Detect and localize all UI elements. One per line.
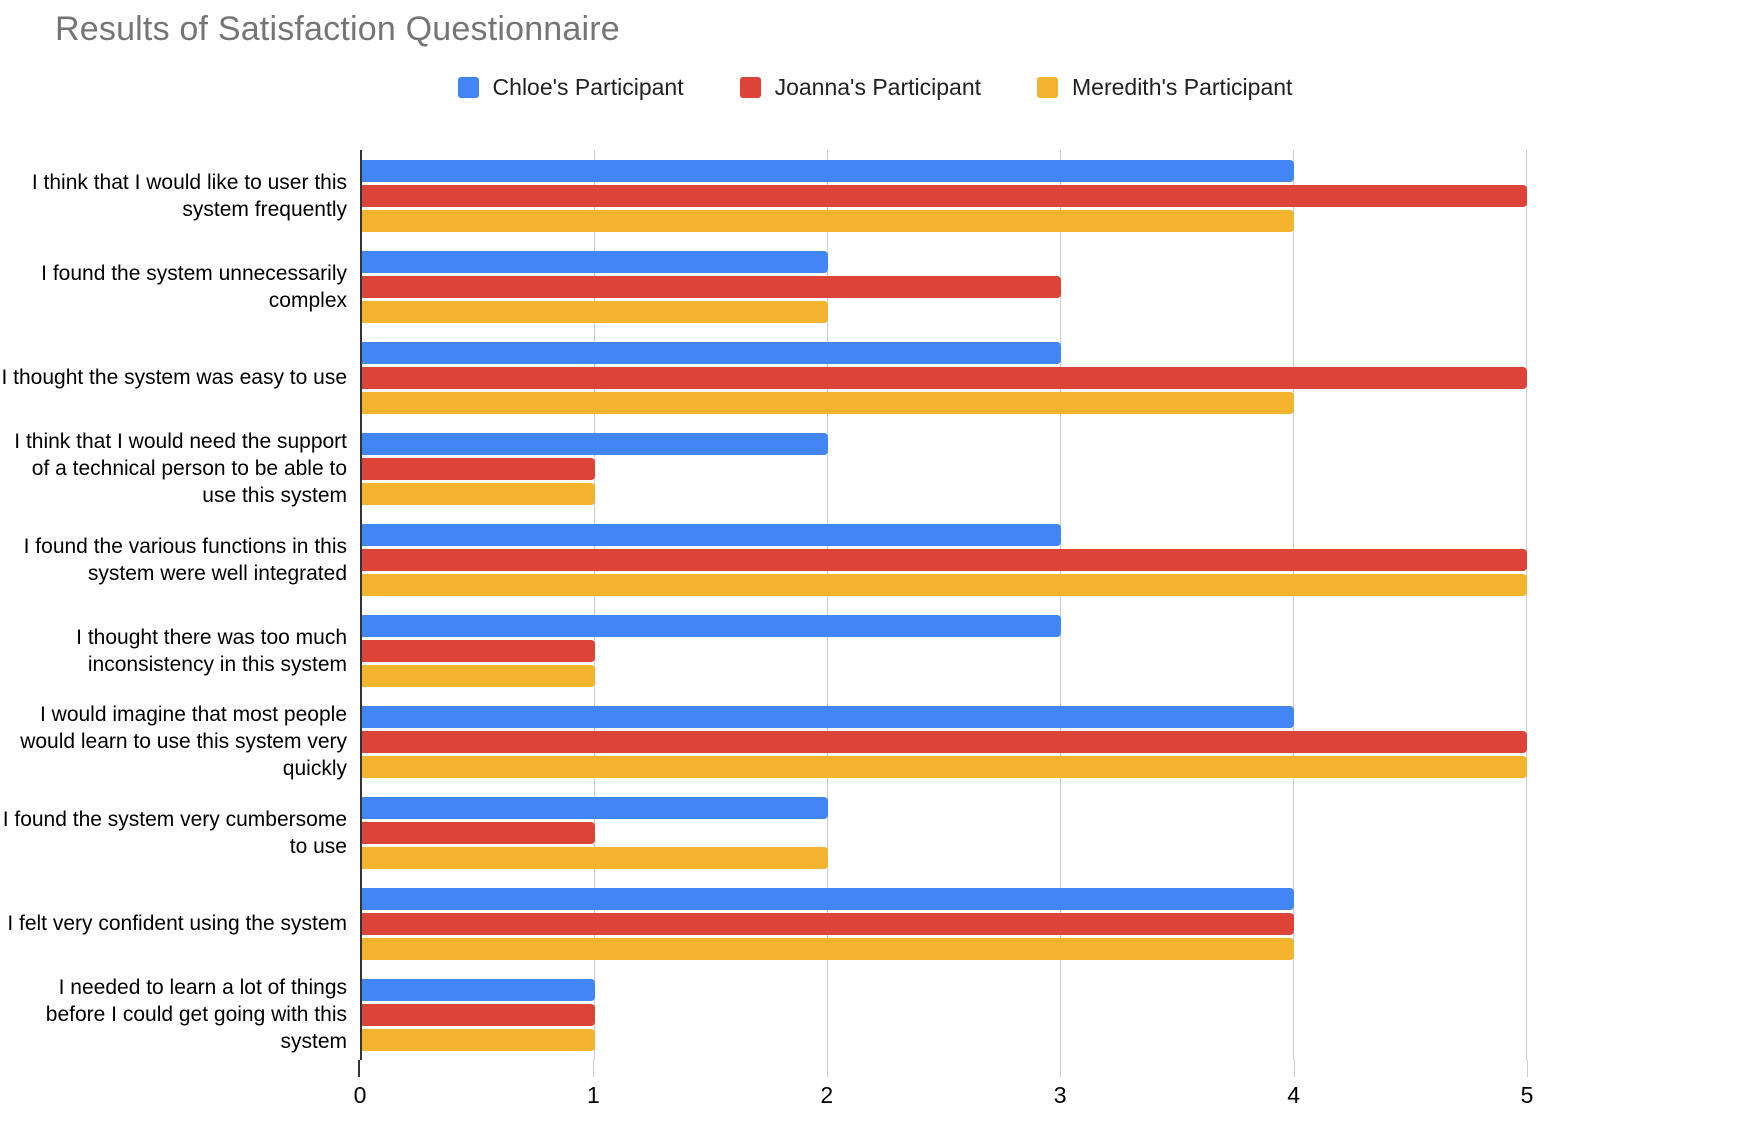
bar-group — [360, 696, 1527, 787]
category-row: I thought the system was easy to use — [0, 332, 1527, 423]
category-row: I found the various functions in this sy… — [0, 514, 1527, 605]
x-tick-mark — [593, 1060, 595, 1077]
category-label: I would imagine that most people would l… — [20, 703, 347, 780]
bar[interactable] — [362, 937, 1294, 960]
category-label: I think that I would need the support of… — [14, 430, 347, 507]
x-tick-label: 2 — [820, 1082, 834, 1108]
gridline-3 — [1060, 150, 1061, 1060]
bar[interactable] — [362, 846, 828, 869]
x-tick-mark — [358, 1060, 360, 1077]
bar[interactable] — [362, 887, 1294, 910]
category-row: I think that I would need the support of… — [0, 423, 1527, 514]
bar[interactable] — [362, 755, 1527, 778]
bar[interactable] — [362, 523, 1061, 546]
x-tick-mark — [1060, 1060, 1062, 1077]
gridline-5 — [1526, 150, 1527, 1060]
x-tick-label: 3 — [1053, 1082, 1067, 1108]
category-row: I found the system very cumbersome to us… — [0, 787, 1527, 878]
bar[interactable] — [362, 821, 595, 844]
bar[interactable] — [362, 796, 828, 819]
category-label: I felt very confident using the system — [7, 912, 347, 935]
bar[interactable] — [362, 250, 828, 273]
bar[interactable] — [362, 664, 595, 687]
x-tick-mark — [1293, 1060, 1295, 1077]
chart-title: Results of Satisfaction Questionnaire — [55, 10, 620, 48]
category-label: I found the system unnecessarily complex — [41, 261, 347, 312]
bar[interactable] — [362, 548, 1527, 571]
bar-group — [360, 605, 1527, 696]
legend-label: Meredith's Participant — [1072, 74, 1293, 100]
bar-group — [360, 332, 1527, 423]
category-label: I needed to learn a lot of things before… — [45, 976, 347, 1053]
legend-swatch-icon — [739, 77, 761, 98]
bar-group — [360, 241, 1527, 332]
bar-chart: I think that I would like to user this s… — [0, 150, 1750, 1108]
bar[interactable] — [362, 978, 595, 1001]
bar[interactable] — [362, 341, 1061, 364]
bar-group — [360, 150, 1527, 241]
legend-label: Joanna's Participant — [774, 74, 981, 100]
category-label: I found the system very cumbersome to us… — [2, 807, 347, 858]
category-row: I felt very confident using the system — [0, 878, 1527, 969]
x-tick-label: 1 — [586, 1082, 600, 1108]
category-label: I thought there was too much inconsisten… — [76, 625, 347, 676]
x-tick-mark — [826, 1060, 828, 1077]
category-row: I think that I would like to user this s… — [0, 150, 1527, 241]
category-label: I think that I would like to user this s… — [31, 170, 347, 221]
x-tick-mark — [1527, 1060, 1528, 1077]
bar[interactable] — [362, 300, 828, 323]
x-axis: 0 1 2 3 4 5 — [354, 1060, 1533, 1112]
legend-item-series-0[interactable]: Chloe's Participant — [457, 74, 684, 101]
bar[interactable] — [362, 573, 1527, 596]
bar-group — [360, 514, 1527, 605]
bar[interactable] — [362, 391, 1294, 414]
plot-area — [360, 150, 1527, 1060]
category-row: I needed to learn a lot of things before… — [0, 969, 1527, 1060]
x-tick-label: 0 — [353, 1082, 367, 1108]
bar[interactable] — [362, 366, 1527, 389]
bar[interactable] — [362, 432, 828, 455]
bar[interactable] — [362, 482, 595, 505]
bar[interactable] — [362, 730, 1527, 753]
bar[interactable] — [362, 457, 595, 480]
category-rows: I think that I would like to user this s… — [0, 150, 1527, 1060]
x-tick-label: 5 — [1520, 1082, 1534, 1108]
bar[interactable] — [362, 184, 1527, 207]
category-row: I found the system unnecessarily complex — [0, 241, 1527, 332]
gridline-4 — [1293, 150, 1294, 1060]
legend-swatch-icon — [457, 77, 479, 98]
legend: Chloe's Participant Joanna's Participant M… — [0, 74, 1750, 101]
bar[interactable] — [362, 614, 1061, 637]
bar[interactable] — [362, 705, 1294, 728]
legend-item-series-1[interactable]: Joanna's Participant — [739, 74, 981, 101]
bar[interactable] — [362, 912, 1294, 935]
category-label: I found the various functions in this sy… — [23, 534, 347, 585]
legend-item-series-2[interactable]: Meredith's Participant — [1037, 74, 1292, 101]
bar[interactable] — [362, 1028, 595, 1051]
x-tick-label: 4 — [1287, 1082, 1300, 1108]
legend-swatch-icon — [1037, 77, 1058, 98]
category-label: I thought the system was easy to use — [1, 366, 347, 389]
bar-group — [360, 423, 1527, 514]
category-row: I would imagine that most people would l… — [0, 696, 1527, 787]
gridline-2 — [827, 150, 828, 1060]
bar[interactable] — [362, 639, 595, 662]
bar[interactable] — [362, 209, 1294, 232]
gridline-1 — [594, 150, 595, 1060]
bar[interactable] — [362, 159, 1294, 182]
category-row: I thought there was too much inconsisten… — [0, 605, 1527, 696]
bar-group — [360, 878, 1527, 969]
bar[interactable] — [362, 275, 1061, 298]
bar-group — [360, 969, 1527, 1060]
bar-group — [360, 787, 1527, 878]
legend-label: Chloe's Participant — [492, 74, 684, 100]
bar[interactable] — [362, 1003, 595, 1026]
